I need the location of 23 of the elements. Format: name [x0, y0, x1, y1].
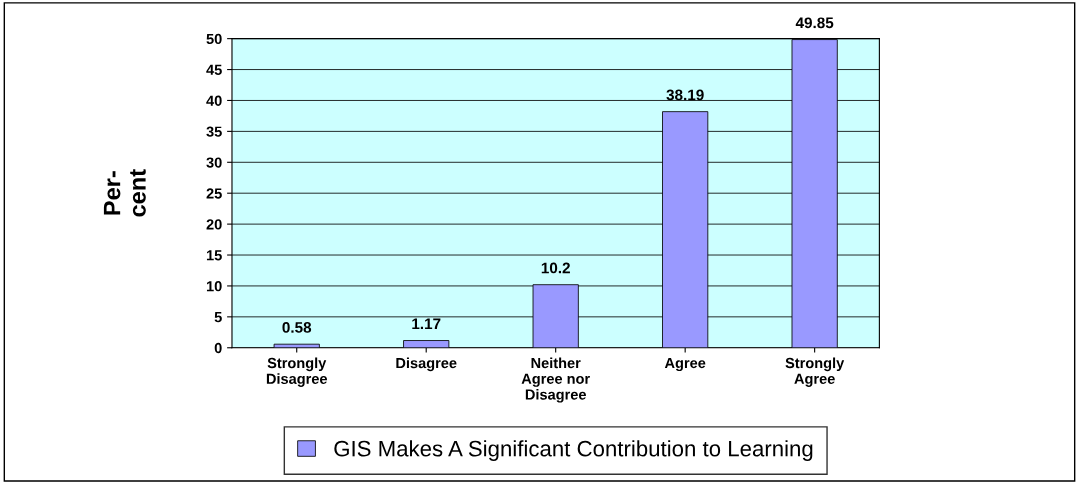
- y-tick-label: 40: [206, 95, 222, 106]
- data-label: 38.19: [666, 89, 704, 101]
- x-tick-label: Strongly Agree: [785, 357, 845, 387]
- y-tick-label: 25: [206, 188, 222, 199]
- y-axis-title: Per- cent: [103, 169, 146, 217]
- legend-label: GIS Makes A Significant Contribution to Learning: [334, 440, 813, 461]
- y-tick-label: 20: [206, 219, 222, 230]
- y-tick-label: 15: [206, 250, 222, 261]
- data-label: 10.2: [541, 262, 570, 274]
- y-tick-label: 10: [206, 281, 222, 292]
- y-tick-label: 50: [206, 33, 222, 45]
- y-tick-label: 35: [206, 126, 222, 137]
- x-tick-label: Strongly Disagree: [266, 357, 328, 387]
- data-label: 1.17: [412, 318, 441, 330]
- y-tick-label: 0: [214, 342, 222, 354]
- data-label: 49.85: [795, 17, 834, 29]
- x-tick-label: Agree: [664, 357, 706, 372]
- y-tick-label: 30: [206, 157, 222, 168]
- x-tick-label: Disagree: [396, 357, 457, 372]
- y-tick-label: 5: [214, 312, 222, 323]
- data-label: 0.58: [282, 322, 312, 333]
- x-tick-label: Neither Agree nor Disagree: [521, 357, 590, 403]
- y-tick-label: 45: [206, 64, 222, 75]
